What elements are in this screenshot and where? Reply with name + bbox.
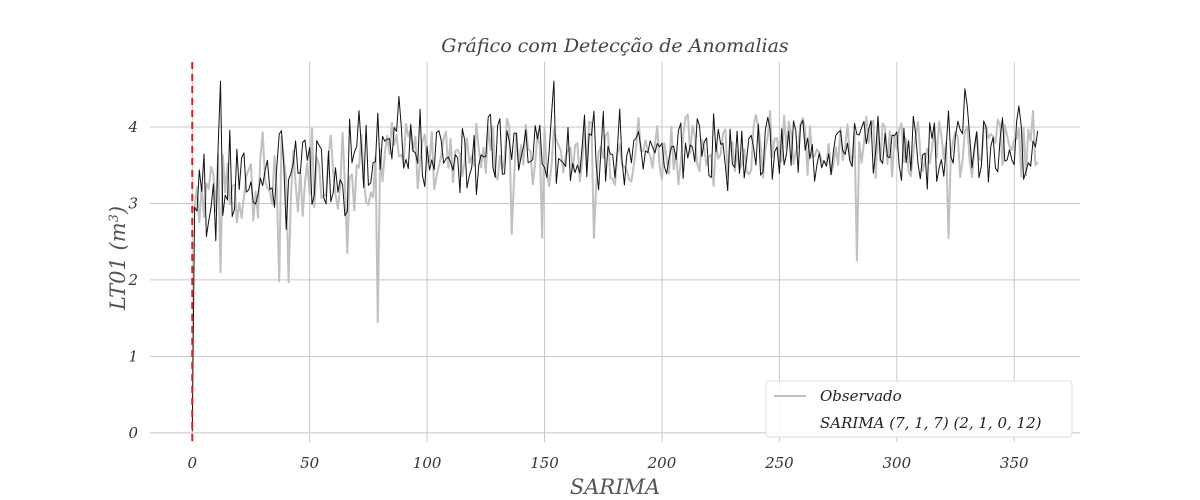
y-tick-label: 2 xyxy=(127,271,138,289)
x-axis-label: SARIMA xyxy=(570,475,660,499)
y-axis-label-superscript: 3 xyxy=(107,214,122,222)
y-tick-label: 1 xyxy=(128,347,138,365)
series-line-observado xyxy=(191,109,1039,323)
series-line-sarima xyxy=(191,80,1039,432)
y-tick-label: 3 xyxy=(128,194,138,212)
x-tick-label: 200 xyxy=(647,454,677,472)
y-axis-label: LT01 (m3) xyxy=(106,206,130,311)
x-tick-label: 100 xyxy=(413,454,442,472)
y-axis-label-close: ) xyxy=(106,206,130,215)
x-tick-label: 250 xyxy=(764,454,794,472)
x-tick-label: 300 xyxy=(882,454,911,472)
grid xyxy=(150,62,1080,442)
x-tick-label: 0 xyxy=(187,454,197,472)
legend-label-observado: Observado xyxy=(820,387,902,405)
legend-label-sarima: SARIMA (7, 1, 7) (2, 1, 0, 12) xyxy=(820,414,1042,432)
chart-title: Gráfico com Detecção de Anomalias xyxy=(441,35,789,57)
x-tick-label: 350 xyxy=(1000,454,1029,472)
tick-labels: 0 50 100 150 200 250 300 350 0 1 2 3 4 xyxy=(127,118,1029,472)
y-axis-label-main: LT01 (m xyxy=(106,222,130,311)
y-tick-label: 0 xyxy=(128,424,138,442)
y-tick-label: 4 xyxy=(127,118,138,136)
x-tick-label: 150 xyxy=(530,454,559,472)
legend-box xyxy=(765,380,1073,438)
series-lines xyxy=(191,80,1039,432)
legend: Observado SARIMA (7, 1, 7) (2, 1, 0, 12) xyxy=(765,380,1073,438)
x-tick-label: 50 xyxy=(300,454,320,472)
